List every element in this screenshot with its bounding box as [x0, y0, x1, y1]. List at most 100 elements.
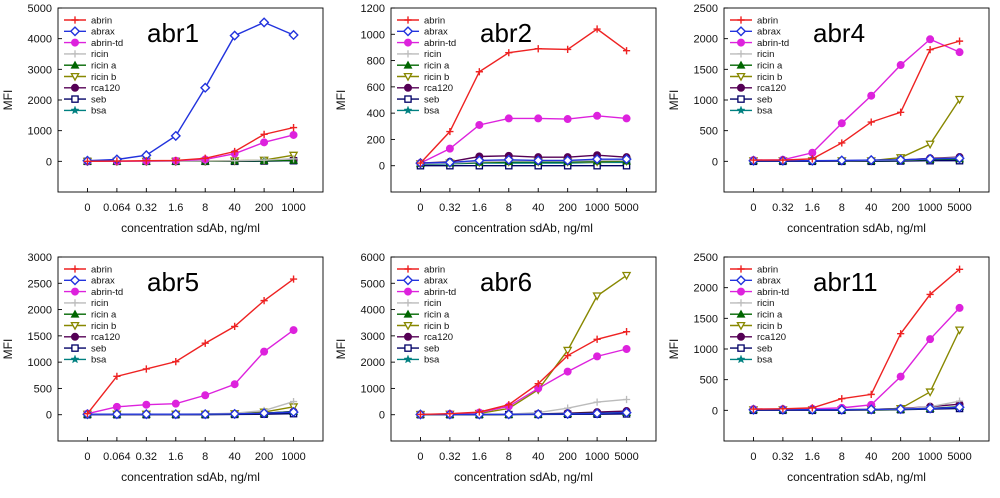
- legend-item-rca120: rca120: [730, 332, 786, 343]
- data-point-abrin-td: [926, 335, 935, 344]
- data-point-abrin-glyph: [289, 275, 298, 283]
- legend-marker: [71, 299, 79, 307]
- legend-label: abrin-td: [424, 287, 456, 298]
- y-tick-label: 2000: [28, 95, 52, 107]
- chart-title: abr1: [147, 18, 199, 48]
- legend-marker: [70, 60, 80, 69]
- data-point-abrin-glyph: [622, 328, 631, 336]
- legend-item-ricin-b: ricin b: [730, 72, 782, 83]
- legend-marker: [402, 275, 414, 286]
- legend-label: rca120: [91, 332, 120, 343]
- data-point-abrax: [866, 404, 877, 415]
- series-group: [415, 25, 632, 170]
- legend-marker: [404, 38, 413, 47]
- x-axis-label: concentration sdAb, ng/ml: [454, 470, 593, 484]
- data-point-abrin: [779, 156, 787, 164]
- x-tick-label: 0: [84, 202, 90, 214]
- data-point-abrax: [170, 408, 181, 420]
- legend-item-bsa: bsa: [397, 354, 440, 366]
- legend-label: rca120: [424, 83, 453, 94]
- data-point-abrin-glyph: [622, 47, 631, 55]
- x-tick-label: 1.6: [472, 451, 487, 463]
- legend-marker: [736, 72, 746, 82]
- legend-item-ricin-b: ricin b: [397, 321, 449, 332]
- x-tick-label: 1.6: [805, 202, 820, 214]
- legend-item-ricin: ricin: [397, 49, 441, 60]
- data-point-abrin-glyph: [446, 410, 454, 418]
- data-point-abrin-td: [260, 138, 269, 147]
- x-tick-label: 1.6: [168, 451, 183, 463]
- data-point-abrin-td: [622, 345, 631, 354]
- legend-label: abrax: [91, 27, 115, 38]
- data-point-abrin-td: [926, 35, 935, 44]
- data-point-abrin-td: [593, 111, 602, 120]
- chart-abr11: 0 500 1000 1500 2000 2500 0 0.32 1.6 8 40 200 1000 50…: [667, 252, 990, 484]
- data-point-abrin: [838, 139, 846, 147]
- legend-item-ricin-a: ricin a: [397, 310, 450, 321]
- legend-label: ricin a: [91, 61, 117, 72]
- y-axis-label: MFI: [667, 339, 681, 360]
- legend-marker: [403, 321, 413, 331]
- panel-abr5: 0 500 1000 1500 2000 2500 3000 0 0.064 0.32 1.6 8 40…: [0, 249, 333, 498]
- series-group: [748, 35, 965, 166]
- data-point-abrin-td: [563, 367, 572, 376]
- data-point-abrin-glyph: [201, 154, 209, 162]
- series-line-abrin: [87, 126, 294, 163]
- x-axis: 0 0.064 0.32 1.6 8 40 200 1000: [84, 437, 306, 463]
- y-tick-label: 0: [712, 405, 718, 417]
- data-point-abrin: [231, 322, 239, 330]
- legend-label: bsa: [424, 355, 440, 366]
- x-axis-label: concentration sdAb, ng/ml: [121, 470, 260, 484]
- y-tick-label: 200: [367, 134, 385, 146]
- x-tick-label: 0.32: [136, 451, 157, 463]
- legend-label: seb: [757, 94, 772, 105]
- legend-marker: [404, 83, 413, 92]
- x-tick-label: 8: [506, 202, 512, 214]
- legend-label: seb: [424, 343, 439, 354]
- x-tick-label: 0: [84, 451, 90, 463]
- legend-label: ricin: [91, 298, 108, 309]
- chart-title: abr11: [813, 267, 878, 297]
- data-point-abrin-glyph: [289, 124, 298, 132]
- y-tick-label: 1000: [361, 29, 385, 41]
- y-tick-label: 800: [367, 56, 385, 68]
- y-tick-label: 1000: [28, 126, 52, 138]
- data-point-abrax: [836, 155, 847, 166]
- data-point-abrin-td: [260, 347, 269, 356]
- y-tick-label: 400: [367, 108, 385, 120]
- legend-label: ricin: [424, 298, 441, 309]
- legend-marker-glyph: [404, 16, 412, 24]
- data-point-abrin: [172, 156, 180, 165]
- legend-item-abrin-td: abrin-td: [397, 287, 456, 298]
- legend-marker: [71, 287, 80, 296]
- legend-marker: [404, 344, 412, 352]
- series-line-abrin: [753, 268, 961, 410]
- data-point-abrin: [231, 147, 239, 156]
- legend-item-bsa: bsa: [397, 105, 440, 117]
- data-point-ricin: [289, 155, 298, 163]
- y-axis: 0 500 1000 1500 2000 2500 3000: [28, 252, 62, 422]
- data-point-abrax: [836, 404, 847, 415]
- data-point-abrax: [229, 408, 240, 420]
- legend-label: abrax: [91, 276, 115, 287]
- series-abrin-td: [416, 345, 631, 419]
- legend-item-ricin-a: ricin a: [730, 61, 783, 72]
- legend-item-ricin: ricin: [64, 49, 108, 60]
- data-point-abrin-glyph: [142, 157, 150, 165]
- data-point-abrin-glyph: [172, 358, 180, 366]
- x-tick-label: 0: [417, 202, 423, 214]
- data-point-abrax: [954, 402, 965, 413]
- x-tick-label: 0.064: [103, 202, 131, 214]
- legend-item-abrax: abrax: [397, 275, 448, 287]
- legend-item-abrin: abrin: [397, 15, 445, 26]
- data-point-abrin: [955, 265, 964, 273]
- legend-marker-glyph: [71, 16, 79, 24]
- legend-marker: [70, 309, 80, 318]
- data-point-abrin-glyph: [172, 156, 180, 165]
- legend-label: ricin: [757, 49, 774, 60]
- data-point-abrax: [258, 17, 270, 28]
- data-point-abrin: [867, 390, 875, 398]
- panel-abr2: 0 200 400 600 800 1000 1200 0 0.32 1.6 8 40 200 1000 5…: [333, 0, 666, 249]
- data-point-abrin-glyph: [808, 155, 816, 163]
